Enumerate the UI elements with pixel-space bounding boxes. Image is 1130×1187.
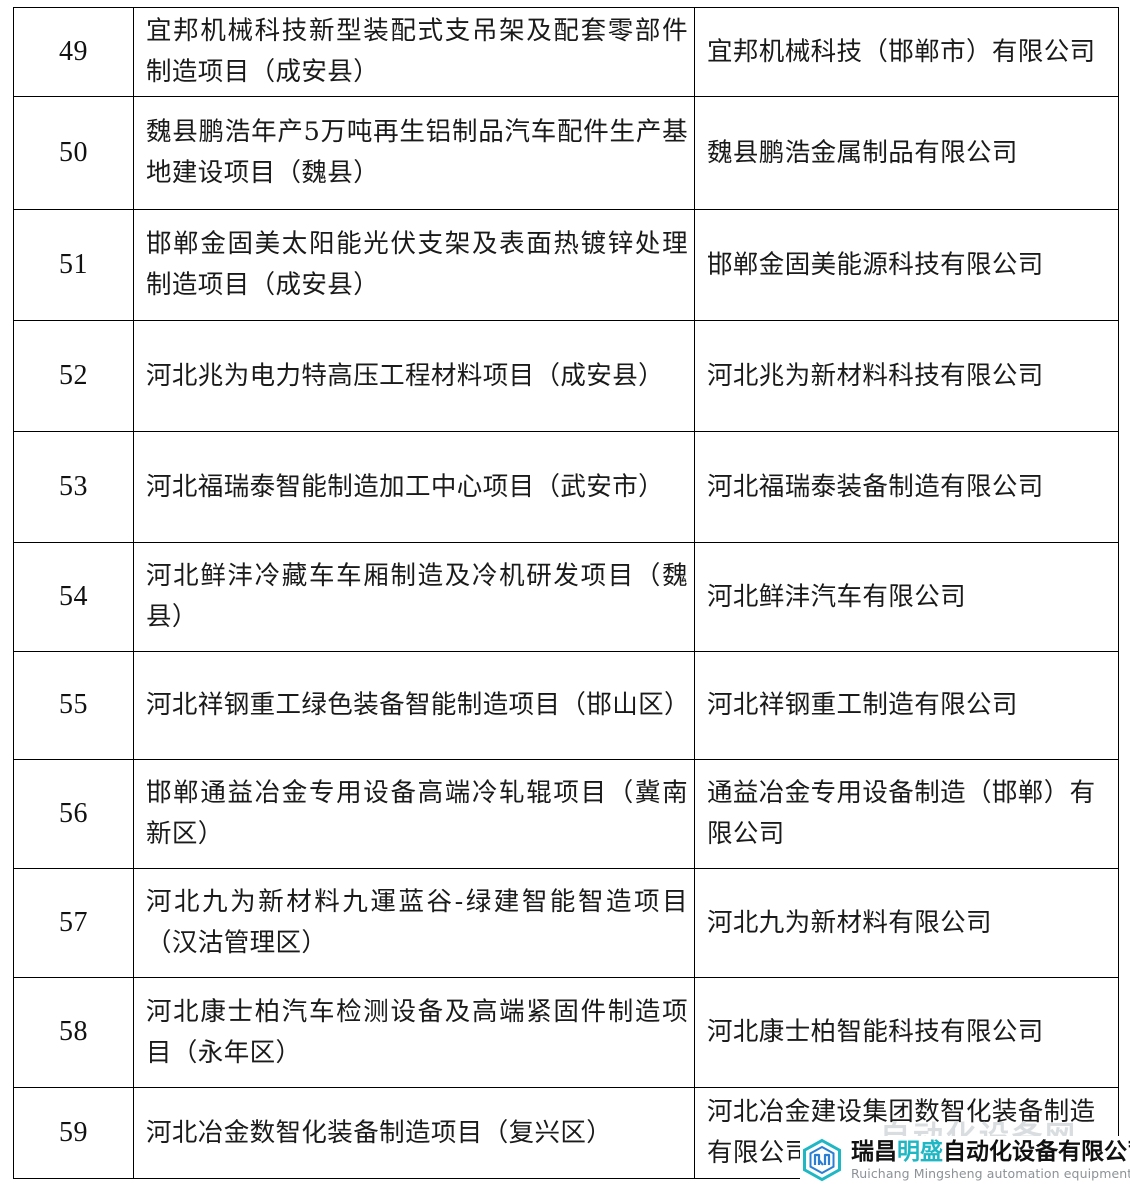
- project-name-cell: 河北九为新材料九運蓝谷-绿建智能智造项目（汉沽管理区）: [133, 868, 695, 978]
- table-row: 50 魏县鹏浩年产5万吨再生铝制品汽车配件生产基地建设项目（魏县） 魏县鹏浩金属…: [13, 96, 1119, 210]
- row-index-cell: 54: [13, 542, 134, 652]
- table-row: 54 河北鲜沣冷藏车车厢制造及冷机研发项目（魏县） 河北鲜沣汽车有限公司: [13, 542, 1119, 652]
- table-row: 52 河北兆为电力特高压工程材料项目（成安县） 河北兆为新材料科技有限公司: [13, 320, 1119, 432]
- organization-text: 通益冶金专用设备制造（邯郸）有限公司: [707, 778, 1096, 849]
- organization-text: 河北冶金建设集团数智化装备制造有限公司: [707, 1097, 1096, 1168]
- table-row: 55 河北祥钢重工绿色装备智能制造项目（邯山区） 河北祥钢重工制造有限公司: [13, 651, 1119, 760]
- project-name-text: 魏县鹏浩年产5万吨再生铝制品汽车配件生产基地建设项目（魏县）: [146, 117, 688, 188]
- organization-cell: 河北兆为新材料科技有限公司: [694, 320, 1119, 432]
- table-row: 49 宜邦机械科技新型装配式支吊架及配套零部件制造项目（成安县） 宜邦机械科技（…: [13, 7, 1119, 97]
- project-name-text: 河北兆为电力特高压工程材料项目（成安县）: [146, 360, 665, 391]
- organization-cell: 魏县鹏浩金属制品有限公司: [694, 96, 1119, 210]
- row-index-cell: 52: [13, 320, 134, 432]
- row-index-cell: 51: [13, 209, 134, 321]
- organization-text: 河北鲜沣汽车有限公司: [707, 581, 967, 612]
- table-row: 59 河北冶金数智化装备制造项目（复兴区） 河北冶金建设集团数智化装备制造有限公…: [13, 1087, 1119, 1179]
- table-row: 51 邯郸金固美太阳能光伏支架及表面热镀锌处理制造项目（成安县） 邯郸金固美能源…: [13, 209, 1119, 321]
- table-body: 49 宜邦机械科技新型装配式支吊架及配套零部件制造项目（成安县） 宜邦机械科技（…: [13, 7, 1119, 1179]
- project-name-text: 河北福瑞泰智能制造加工中心项目（武安市）: [146, 471, 665, 502]
- organization-cell: 河北冶金建设集团数智化装备制造有限公司: [694, 1087, 1119, 1179]
- project-name-cell: 魏县鹏浩年产5万吨再生铝制品汽车配件生产基地建设项目（魏县）: [133, 96, 695, 210]
- row-index-cell: 58: [13, 977, 134, 1088]
- organization-cell: 宜邦机械科技（邯郸市）有限公司: [694, 7, 1119, 97]
- project-name-cell: 河北祥钢重工绿色装备智能制造项目（邯山区）: [133, 651, 695, 760]
- row-index-cell: 49: [13, 7, 134, 97]
- row-index-cell: 57: [13, 868, 134, 978]
- project-name-cell: 河北冶金数智化装备制造项目（复兴区）: [133, 1087, 695, 1179]
- project-name-cell: 邯郸通益冶金专用设备高端冷轧辊项目（冀南新区）: [133, 759, 695, 869]
- project-name-text: 邯郸金固美太阳能光伏支架及表面热镀锌处理制造项目（成安县）: [146, 229, 688, 300]
- organization-text: 宜邦机械科技（邯郸市）有限公司: [707, 36, 1096, 67]
- table-row: 57 河北九为新材料九運蓝谷-绿建智能智造项目（汉沽管理区） 河北九为新材料有限…: [13, 868, 1119, 978]
- project-name-cell: 邯郸金固美太阳能光伏支架及表面热镀锌处理制造项目（成安县）: [133, 209, 695, 321]
- organization-text: 河北九为新材料有限公司: [707, 907, 992, 938]
- project-name-text: 河北康士柏汽车检测设备及高端紧固件制造项目（永年区）: [146, 996, 688, 1068]
- project-name-text: 河北鲜沣冷藏车车厢制造及冷机研发项目（魏县）: [146, 561, 688, 632]
- row-index-cell: 50: [13, 96, 134, 210]
- organization-cell: 河北九为新材料有限公司: [694, 868, 1119, 978]
- project-name-cell: 河北康士柏汽车检测设备及高端紧固件制造项目（永年区）: [133, 977, 695, 1088]
- organization-cell: 河北康士柏智能科技有限公司: [694, 977, 1119, 1088]
- organization-cell: 河北福瑞泰装备制造有限公司: [694, 431, 1119, 543]
- project-name-text: 宜邦机械科技新型装配式支吊架及配套零部件制造项目（成安县）: [146, 16, 688, 87]
- table-row: 56 邯郸通益冶金专用设备高端冷轧辊项目（冀南新区） 通益冶金专用设备制造（邯郸…: [13, 759, 1119, 869]
- table-row: 58 河北康士柏汽车检测设备及高端紧固件制造项目（永年区） 河北康士柏智能科技有…: [13, 977, 1119, 1088]
- project-list-table: 49 宜邦机械科技新型装配式支吊架及配套零部件制造项目（成安县） 宜邦机械科技（…: [13, 7, 1119, 1179]
- table-row: 53 河北福瑞泰智能制造加工中心项目（武安市） 河北福瑞泰装备制造有限公司: [13, 431, 1119, 543]
- row-index-cell: 59: [13, 1087, 134, 1179]
- row-index-cell: 55: [13, 651, 134, 760]
- organization-text: 河北兆为新材料科技有限公司: [707, 360, 1044, 391]
- project-name-text: 河北祥钢重工绿色装备智能制造项目（邯山区）: [146, 690, 690, 720]
- project-name-text: 邯郸通益冶金专用设备高端冷轧辊项目（冀南新区）: [146, 778, 688, 849]
- organization-text: 河北祥钢重工制造有限公司: [707, 690, 1018, 720]
- organization-cell: 通益冶金专用设备制造（邯郸）有限公司: [694, 759, 1119, 869]
- organization-text: 河北福瑞泰装备制造有限公司: [707, 471, 1044, 502]
- organization-text: 河北康士柏智能科技有限公司: [707, 1017, 1044, 1047]
- project-name-cell: 河北福瑞泰智能制造加工中心项目（武安市）: [133, 431, 695, 543]
- organization-cell: 河北鲜沣汽车有限公司: [694, 542, 1119, 652]
- project-name-cell: 宜邦机械科技新型装配式支吊架及配套零部件制造项目（成安县）: [133, 7, 695, 97]
- project-name-cell: 河北鲜沣冷藏车车厢制造及冷机研发项目（魏县）: [133, 542, 695, 652]
- project-name-text: 河北九为新材料九運蓝谷-绿建智能智造项目（汉沽管理区）: [146, 887, 688, 958]
- project-name-cell: 河北兆为电力特高压工程材料项目（成安县）: [133, 320, 695, 432]
- organization-text: 邯郸金固美能源科技有限公司: [707, 249, 1044, 280]
- row-index-cell: 56: [13, 759, 134, 869]
- row-index-cell: 53: [13, 431, 134, 543]
- project-name-text: 河北冶金数智化装备制造项目（复兴区）: [146, 1117, 613, 1148]
- organization-cell: 河北祥钢重工制造有限公司: [694, 651, 1119, 760]
- organization-text: 魏县鹏浩金属制品有限公司: [707, 137, 1018, 168]
- organization-cell: 邯郸金固美能源科技有限公司: [694, 209, 1119, 321]
